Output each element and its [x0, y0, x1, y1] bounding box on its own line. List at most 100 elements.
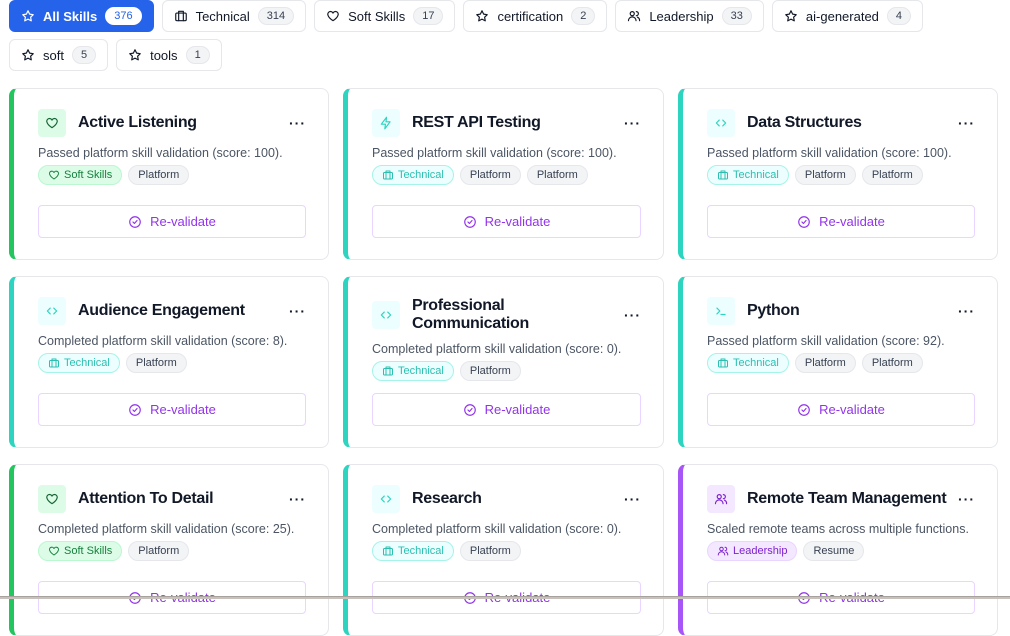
check-circle-icon — [798, 403, 810, 416]
skill-icon-box — [38, 297, 66, 325]
skill-description: Completed platform skill validation (sco… — [38, 334, 288, 348]
tag-label: Platform — [871, 357, 913, 369]
revalidate-button[interactable]: Re-validate — [38, 205, 306, 238]
more-options-button[interactable]: ··· — [289, 491, 306, 507]
filter-chip-technical[interactable]: Technical 314 — [161, 0, 307, 32]
star-icon — [22, 10, 34, 22]
revalidate-button[interactable]: Re-validate — [38, 393, 306, 426]
revalidate-button[interactable]: Re-validate — [707, 393, 975, 426]
more-options-button[interactable]: ··· — [958, 115, 975, 131]
users-icon — [714, 494, 728, 505]
filter-count-badge: 33 — [721, 7, 752, 25]
skill-icon-box — [38, 109, 66, 137]
tag-list: Technical Platform — [372, 361, 645, 381]
skill-icon-box — [707, 109, 735, 137]
heart-icon — [49, 546, 59, 556]
tag-label: Platform — [138, 169, 180, 181]
skill-title: Research — [412, 490, 482, 507]
tag-label: Soft Skills — [64, 545, 113, 557]
tag-label: Leadership — [733, 545, 788, 557]
skill-title: Remote Team Management — [747, 490, 947, 507]
briefcase-icon — [174, 10, 187, 22]
skill-description: Completed platform skill validation (sco… — [372, 522, 622, 536]
briefcase-icon — [383, 546, 393, 556]
check-circle-icon — [463, 215, 476, 228]
filter-count-badge: 1 — [185, 46, 210, 64]
briefcase-icon — [383, 366, 393, 376]
tag-label: Platform — [469, 365, 511, 377]
heart-icon — [327, 10, 339, 22]
star-icon — [22, 49, 34, 61]
tag-list: Technical Platform Platform — [707, 353, 979, 373]
category-tag: Technical — [372, 361, 454, 381]
more-options-button[interactable]: ··· — [289, 303, 306, 319]
tag-label: Technical — [64, 357, 110, 369]
source-tag: Platform — [526, 165, 588, 185]
heart-icon — [49, 170, 59, 180]
source-tag: Platform — [128, 541, 190, 561]
revalidate-button[interactable]: Re-validate — [372, 393, 641, 426]
terminal-icon — [716, 307, 726, 316]
filter-count-badge: 4 — [886, 7, 912, 25]
revalidate-label: Re-validate — [819, 402, 885, 417]
tag-label: Technical — [398, 169, 444, 181]
check-circle-icon — [463, 403, 476, 416]
filter-chip-soft-skills[interactable]: Soft Skills 17 — [314, 0, 456, 32]
filter-label: Leadership — [649, 8, 714, 24]
source-tag: Platform — [861, 353, 923, 373]
filter-chip-ai-generated[interactable]: ai-generated 4 — [771, 0, 924, 32]
tag-label: Platform — [804, 169, 846, 181]
tag-label: Technical — [398, 365, 444, 377]
revalidate-button[interactable]: Re-validate — [372, 205, 641, 238]
filter-label: All Skills — [43, 8, 98, 24]
more-options-button[interactable]: ··· — [624, 115, 641, 131]
filter-chip-all-skills[interactable]: All Skills 376 — [9, 0, 154, 32]
skill-icon-box — [707, 485, 735, 513]
filter-count-badge: 2 — [571, 7, 596, 25]
skill-description: Completed platform skill validation (sco… — [372, 342, 622, 356]
source-tag: Platform — [794, 353, 856, 373]
source-tag: Platform — [794, 165, 856, 185]
tag-list: Leadership Resume — [707, 541, 979, 561]
tag-label: Platform — [804, 357, 846, 369]
users-icon — [717, 546, 729, 556]
briefcase-icon — [49, 358, 59, 368]
tag-list: Technical Platform Platform — [372, 165, 645, 185]
more-options-button[interactable]: ··· — [624, 307, 641, 323]
more-options-button[interactable]: ··· — [958, 303, 975, 319]
filter-chip-leadership[interactable]: Leadership 33 — [615, 0, 764, 32]
source-tag: Platform — [459, 541, 521, 561]
revalidate-button[interactable]: Re-validate — [707, 205, 975, 238]
source-tag: Resume — [803, 541, 865, 561]
filter-label: Soft Skills — [348, 8, 406, 24]
skill-card: Python ··· Passed platform skill validati… — [678, 276, 998, 448]
filter-chip-certification[interactable]: certification 2 — [463, 0, 608, 32]
tag-label: Platform — [138, 545, 180, 557]
skill-card: Professional Communication ··· Completed … — [343, 276, 664, 448]
code-icon — [46, 307, 58, 315]
tag-label: Technical — [398, 545, 444, 557]
category-filter-bar: All Skills 376 Technical 314 Soft Skills 17 ce… — [9, 0, 1009, 71]
tag-list: Soft Skills Platform — [38, 541, 310, 561]
filter-label: Technical — [195, 8, 250, 24]
skill-card: Data Structures ··· Passed platform skill… — [678, 88, 998, 260]
heart-icon — [46, 493, 58, 505]
more-options-button[interactable]: ··· — [624, 491, 641, 507]
filter-count-badge: 314 — [257, 7, 295, 25]
tag-label: Soft Skills — [64, 169, 113, 181]
source-tag: Platform — [125, 353, 187, 373]
more-options-button[interactable]: ··· — [958, 491, 975, 507]
check-circle-icon — [798, 215, 810, 228]
filter-label: tools — [150, 47, 178, 63]
skill-description: Passed platform skill validation (score:… — [38, 146, 283, 160]
tag-list: Technical Platform Platform — [707, 165, 979, 185]
tag-label: Platform — [871, 169, 913, 181]
filter-chip-soft[interactable]: soft 5 — [9, 39, 109, 71]
more-options-button[interactable]: ··· — [289, 115, 306, 131]
filter-chip-tools[interactable]: tools 1 — [116, 39, 222, 71]
category-tag: Technical — [372, 541, 454, 561]
skill-title: Attention To Detail — [78, 490, 214, 507]
briefcase-icon — [718, 170, 728, 180]
category-tag: Soft Skills — [38, 165, 123, 185]
check-circle-icon — [129, 215, 141, 228]
